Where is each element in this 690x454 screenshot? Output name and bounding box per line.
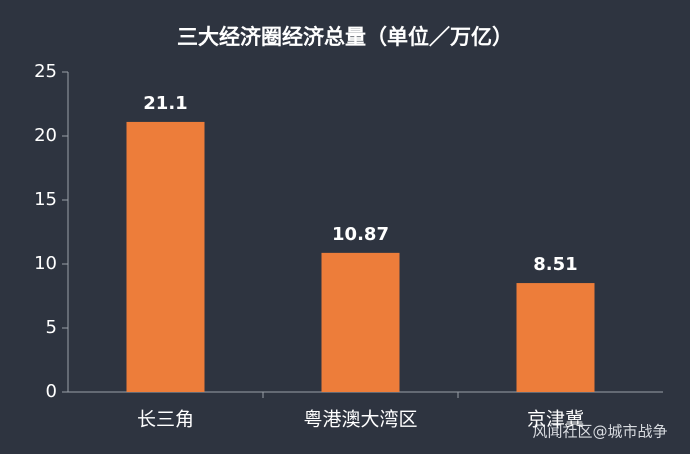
- bar: [126, 121, 205, 393]
- data-label: 10.87: [332, 224, 389, 245]
- bar: [516, 283, 595, 392]
- y-tick-label: 0: [46, 381, 57, 402]
- chart-title: 三大经济圈经济总量（单位／万亿）: [177, 25, 513, 49]
- x-tick-label: 京津冀: [527, 409, 584, 431]
- data-label: 8.51: [533, 254, 577, 275]
- y-tick-label: 10: [34, 253, 57, 274]
- y-tick-label: 20: [34, 125, 57, 146]
- watermark: 风闻社区@城市战争: [532, 423, 667, 441]
- y-tick-label: 25: [34, 61, 57, 82]
- y-tick-label: 5: [46, 317, 57, 338]
- bar: [321, 252, 400, 392]
- x-tick-label: 粤港澳大湾区: [303, 409, 417, 431]
- x-tick-label: 长三角: [137, 409, 194, 431]
- data-label: 21.1: [143, 93, 187, 114]
- y-tick-label: 15: [34, 189, 57, 210]
